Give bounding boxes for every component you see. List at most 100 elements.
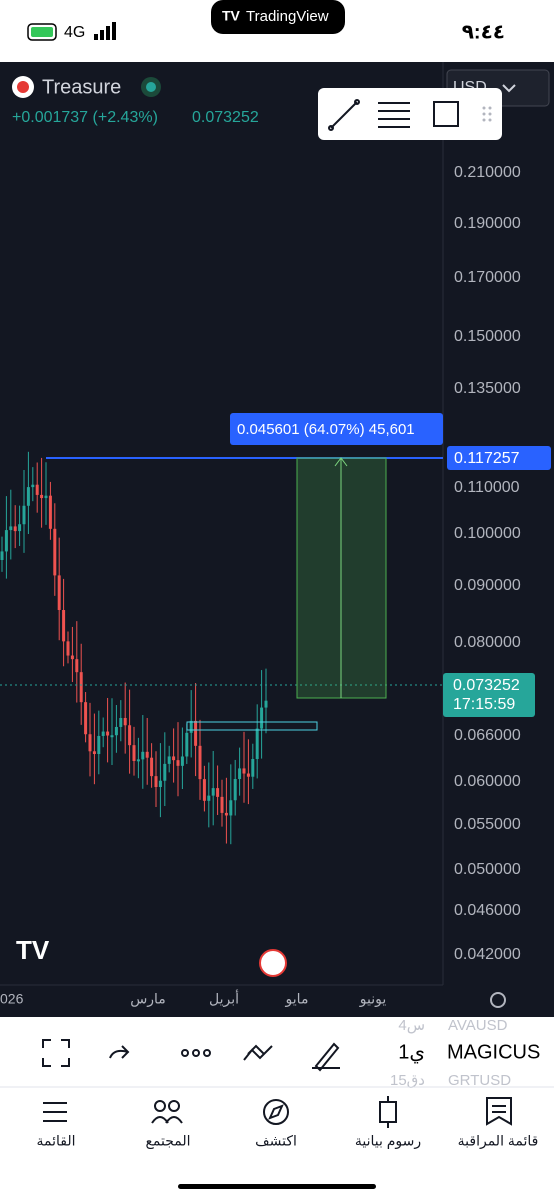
tv-logo: TV <box>16 935 50 965</box>
candle-body <box>163 763 167 781</box>
candle-body <box>136 759 140 762</box>
candle-body <box>255 728 259 760</box>
tab-label: القائمة <box>37 1133 76 1149</box>
candle-body <box>180 756 184 766</box>
symbol-change: +0.001737 (+2.43%) <box>12 109 158 126</box>
candle-body <box>189 720 193 733</box>
candle-body <box>57 575 61 611</box>
candle-body <box>211 788 215 796</box>
watch-interval: 15دق <box>390 1072 425 1089</box>
battery <box>27 23 57 41</box>
measure-arrowhead <box>334 457 348 467</box>
measure-label-box <box>230 413 443 445</box>
symbol-name: Treasure <box>42 76 121 98</box>
signal <box>94 22 116 40</box>
drag-handle <box>482 106 492 122</box>
interval[interactable]: 1ي <box>398 1041 425 1064</box>
candle-body <box>194 720 198 746</box>
price-label: 0.055000 <box>454 816 521 833</box>
chevron <box>502 84 516 93</box>
candle-body <box>233 779 237 801</box>
candle-body <box>119 717 123 727</box>
current-price: 0.073252 <box>453 677 520 694</box>
candle-body <box>128 725 132 746</box>
candle-body <box>229 800 233 816</box>
battery-level <box>31 27 53 37</box>
tab-label: المجتمع <box>145 1133 190 1150</box>
candle-body <box>260 707 264 729</box>
chart-area <box>0 62 554 1017</box>
candle-body <box>26 487 30 506</box>
candle-body <box>4 530 8 552</box>
time: ٩:٤٤ <box>462 21 505 43</box>
candle-body <box>207 795 211 801</box>
price-label: 0.042000 <box>454 946 521 963</box>
candle-body <box>202 779 206 801</box>
price-label: 0.046000 <box>454 902 521 919</box>
toolbar-icons[interactable] <box>42 1039 340 1072</box>
candle-body <box>158 780 162 788</box>
price-label: 0.170000 <box>454 269 521 286</box>
candle-body <box>150 757 154 777</box>
candle-body <box>9 526 13 531</box>
candle-body <box>62 610 66 642</box>
candle-body <box>198 745 202 780</box>
app-title: TradingView <box>246 8 329 25</box>
candles <box>0 451 268 845</box>
price-axis: 0.210000 0.190000 0.170000 0.150000 0.135000… <box>454 164 521 963</box>
candle-body <box>251 759 255 777</box>
candle-body <box>70 655 74 660</box>
candle-body <box>35 484 39 495</box>
countdown: 17:15:59 <box>453 696 515 713</box>
line-label-box <box>447 446 551 470</box>
time-label: 026 <box>0 991 24 1007</box>
candle-body <box>176 760 180 766</box>
event-flag[interactable] <box>259 949 287 977</box>
drawing-tools[interactable] <box>328 99 459 131</box>
time-label: يونيو <box>359 991 387 1008</box>
candle-body <box>40 494 44 499</box>
price-label: 0.135000 <box>454 380 521 397</box>
price-label: 0.090000 <box>454 577 521 594</box>
candle-body <box>92 751 96 755</box>
candle-body <box>66 641 70 656</box>
candle-body <box>242 768 246 774</box>
candle-body <box>123 717 127 726</box>
price-label: 0.060000 <box>454 773 521 790</box>
price-label: 0.150000 <box>454 328 521 345</box>
candle-body <box>48 495 52 529</box>
tab-label: رسوم بيانية <box>355 1133 421 1150</box>
candle-body <box>172 756 176 761</box>
candle-body <box>18 524 22 532</box>
time-axis: 026 مارس أبريل مايو يونيو <box>0 990 386 1008</box>
tab-icons[interactable] <box>43 1096 512 1128</box>
candle-body <box>75 659 79 673</box>
tab-label: اكتشف <box>255 1133 297 1149</box>
symbol-price: 0.073252 <box>192 109 259 126</box>
zone-rect <box>186 721 318 731</box>
price-label: 0.066000 <box>454 727 521 744</box>
candle-body <box>246 773 250 777</box>
tab-label: قائمة المراقبة <box>458 1133 539 1150</box>
candle-body <box>114 726 118 736</box>
candle-body <box>264 700 268 708</box>
candle-body <box>185 732 189 757</box>
candle-body <box>31 484 35 488</box>
candle-body <box>216 788 220 797</box>
watch-interval: 4س <box>398 1017 425 1034</box>
candle-body <box>84 702 88 735</box>
price-label: 0.080000 <box>454 634 521 651</box>
toolbar <box>0 1017 554 1087</box>
settings-icon[interactable] <box>490 992 506 1008</box>
candle-body <box>101 731 105 736</box>
candle-body <box>0 551 4 560</box>
symbol-icon-inner <box>17 81 29 93</box>
candle-body <box>141 751 145 760</box>
price-label: 0.210000 <box>454 164 521 181</box>
candle-body <box>79 672 83 703</box>
toolbar-symbol[interactable]: MAGICUS <box>447 1041 540 1063</box>
time-label: مارس <box>130 991 166 1008</box>
home-indicator <box>178 1184 376 1189</box>
